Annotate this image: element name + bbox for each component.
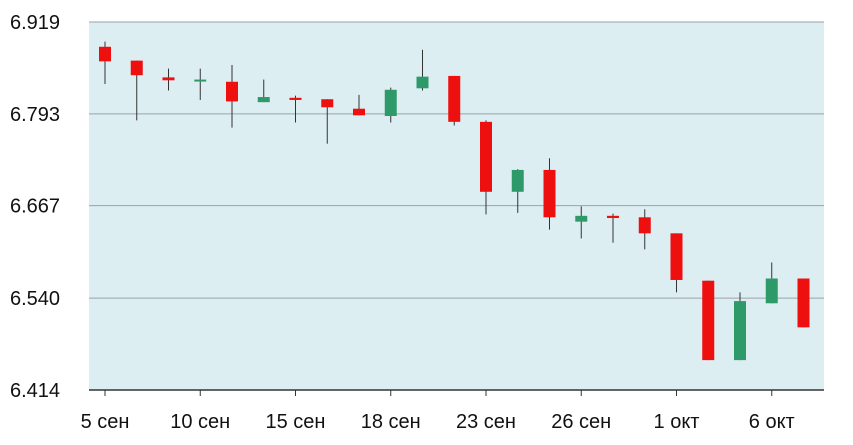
candle: [638, 209, 651, 250]
candle-body-down: [99, 46, 111, 62]
candle: [289, 95, 302, 123]
candle-body-down: [480, 121, 492, 192]
x-tick-label: 18 сен: [361, 411, 421, 433]
candle-body-down: [607, 215, 619, 219]
x-axis-tick-labels: 5 сен 10 сен 15 сен 18 сен 23 сен 26 сен 1 окт…: [81, 390, 795, 433]
y-tick-label: 6.793: [10, 104, 60, 126]
candle-body-down: [353, 108, 365, 116]
candle-body-up: [765, 278, 778, 304]
candle: [607, 213, 619, 243]
candle: [734, 292, 746, 361]
candle: [480, 120, 492, 215]
candle: [416, 49, 429, 91]
candle-body-up: [734, 301, 746, 361]
candle-body-down: [448, 75, 461, 122]
candle-body-down: [797, 278, 810, 328]
x-tick-label: 6 окт: [749, 411, 795, 433]
x-tick-label: 26 сен: [551, 411, 611, 433]
candle: [384, 87, 397, 123]
candle: [670, 233, 683, 293]
candle-body-down: [638, 217, 651, 234]
candle: [257, 79, 270, 103]
candle-body-up: [575, 215, 588, 222]
y-tick-label: 6.540: [10, 288, 60, 310]
candle-body-up: [194, 79, 207, 82]
candle: [321, 99, 334, 144]
y-axis-tick-labels: 6.919 6.793 6.667 6.540 6.414: [10, 12, 60, 402]
y-tick-label: 6.414: [10, 380, 60, 402]
candle: [575, 206, 588, 239]
candle: [353, 94, 365, 116]
candle-body-up: [384, 89, 397, 117]
candle: [194, 68, 207, 100]
candle-body-down: [130, 60, 143, 76]
candle-body-down: [162, 77, 175, 81]
candle-body-down: [670, 233, 683, 280]
candle: [162, 68, 175, 91]
candle: [765, 262, 778, 304]
x-tick-label: 23 сен: [456, 411, 516, 433]
x-tick-label: 1 окт: [654, 411, 700, 433]
y-tick-label: 6.667: [10, 196, 60, 218]
candle-body-down: [702, 280, 715, 361]
candle-body-down: [289, 97, 302, 100]
candle: [511, 169, 524, 213]
candle-body-up: [511, 169, 524, 192]
candle: [797, 278, 810, 328]
candle-body-down: [543, 169, 556, 218]
candle-body-up: [257, 97, 270, 103]
candle: [99, 41, 111, 84]
candle: [702, 280, 715, 361]
candle: [226, 64, 238, 128]
x-tick-label: 15 сен: [266, 411, 326, 433]
candle: [448, 75, 461, 126]
candle-body-up: [416, 76, 429, 89]
y-tick-label: 6.919: [10, 12, 60, 34]
candle-body-down: [321, 99, 334, 108]
candle: [543, 158, 556, 230]
candle-body-down: [226, 81, 238, 102]
candles: [99, 41, 810, 361]
x-tick-label: 5 сен: [81, 411, 130, 433]
x-tick-label: 10 сен: [170, 411, 230, 433]
candle: [130, 60, 143, 121]
